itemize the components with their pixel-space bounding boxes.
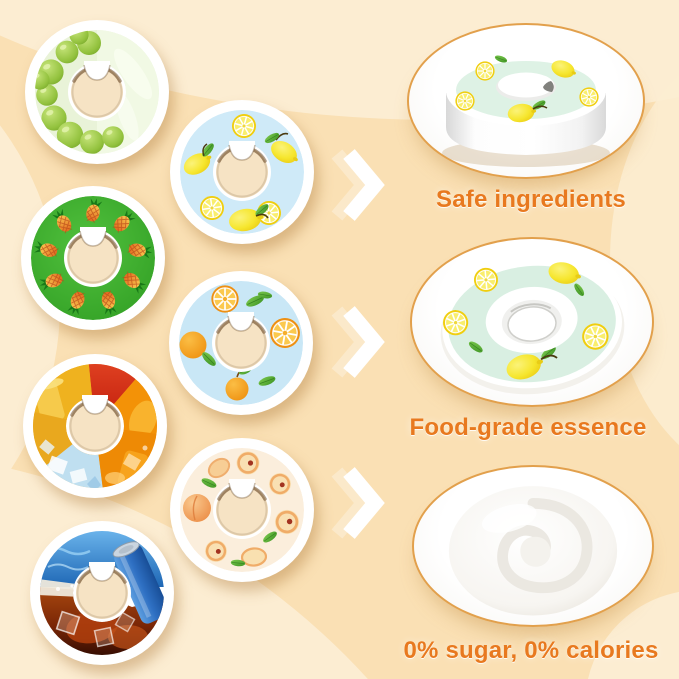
- flavor-ring-cola: [29, 520, 175, 666]
- peach-ring-art: [170, 438, 314, 582]
- flavor-ring-pineapple: [20, 185, 166, 331]
- flavor-ring-lemon: [169, 99, 315, 245]
- flavor-ring-green-apple: [24, 19, 170, 165]
- chevron-right-icon: [330, 463, 394, 543]
- lemon-ring-top-view-art: [438, 259, 625, 395]
- lemon-ring-side-view-art: [442, 53, 610, 167]
- pineapple-ring-art: [21, 186, 165, 330]
- flavor-ring-iced-tea: [22, 353, 168, 499]
- orange-ring-art: [169, 271, 313, 415]
- green-apple-ring-art: [25, 20, 169, 164]
- product-photo-lemon-ring-top-view: [410, 237, 654, 407]
- flavor-ring-orange: [168, 270, 314, 416]
- chevron-right-icon: [330, 145, 394, 225]
- product-photo-cream-swirl: [412, 465, 654, 627]
- cream-swirl-art: [448, 485, 618, 616]
- lemon-ring-art: [170, 100, 314, 244]
- product-photo-lemon-ring-side-view: [407, 23, 645, 179]
- flavor-ring-peach: [169, 437, 315, 583]
- feature-label-zero-sugar-calories: 0% sugar, 0% calories: [403, 637, 659, 664]
- feature-label-safe-ingredients: Safe ingredients: [436, 186, 626, 213]
- chevron-right-icon: [330, 302, 394, 382]
- feature-label-food-grade-essence: Food-grade essence: [409, 414, 647, 441]
- cola-ring-art: [30, 521, 174, 665]
- iced-tea-ring-art: [23, 354, 167, 498]
